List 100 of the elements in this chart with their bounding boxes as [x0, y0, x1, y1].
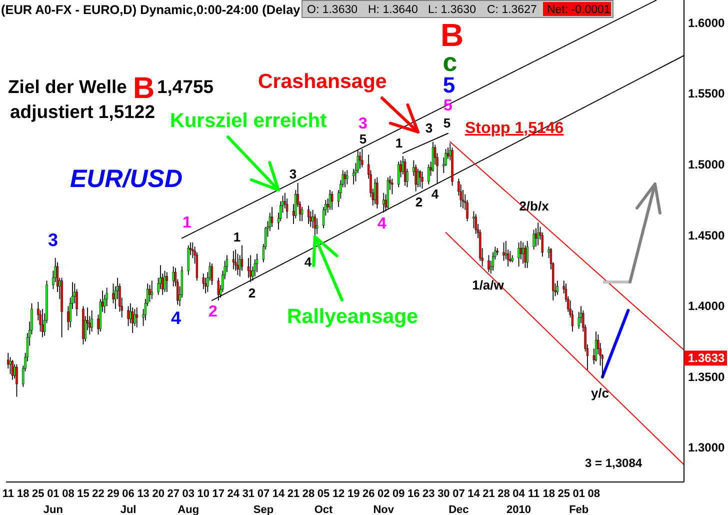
candlestick — [247, 258, 250, 278]
candlestick — [376, 176, 378, 209]
candlestick — [314, 214, 316, 238]
x-tick-label: 14 — [468, 488, 481, 500]
x-tick-label: 13 — [137, 488, 150, 500]
candlestick — [331, 190, 334, 210]
candlestick — [270, 206, 274, 228]
annotation: Crashansage — [258, 70, 387, 93]
x-tick-label: 11 — [2, 488, 14, 500]
candlestick — [419, 170, 422, 188]
candlestick — [526, 240, 528, 268]
x-tick-label: 21 — [287, 488, 300, 500]
annotation: 4 — [170, 308, 182, 328]
candlestick — [344, 171, 346, 188]
annotation: L: 1.3630 — [428, 4, 476, 16]
candlestick — [361, 148, 364, 168]
annotation: 4 — [431, 186, 440, 202]
x-tick-label: 23 — [422, 488, 435, 500]
candlestick — [358, 151, 362, 170]
x-tick-label: 01 Feb — [569, 488, 589, 515]
x-tick-label: 28 — [498, 488, 510, 500]
x-tick-label: 08 — [588, 488, 600, 500]
annotation: 1 — [233, 230, 241, 244]
candlestick — [488, 254, 490, 273]
x-tick-label: 07 Dec — [448, 488, 469, 515]
annotation: 1.3633 — [688, 351, 726, 366]
x-tick-label: 03 Aug — [178, 488, 200, 515]
candlestick — [421, 171, 424, 190]
x-tick-label: 19 — [347, 488, 360, 500]
candlestick — [202, 273, 204, 290]
candlestick — [307, 205, 310, 224]
x-tick-label: 18 — [17, 488, 30, 500]
annotation: 5 — [443, 116, 451, 130]
candlestick — [509, 250, 512, 263]
x-tick-label: 25 — [558, 488, 570, 500]
candlestick — [524, 244, 526, 268]
annotation: 3 — [289, 166, 297, 182]
candlestick — [316, 218, 318, 234]
annotation: Rallyeansage — [287, 305, 418, 328]
annotation: O: 1.3630 — [307, 4, 358, 16]
candlestick — [136, 307, 138, 328]
y-tick-label: 1.3500 — [688, 370, 726, 384]
x-tick-label: 11 — [528, 488, 540, 500]
candlestick — [127, 306, 130, 326]
candlestick — [90, 310, 93, 332]
candlestick — [428, 164, 430, 185]
candlestick — [391, 178, 394, 195]
annotation: 3 — [358, 116, 368, 132]
x-tick-label: 18 — [542, 488, 555, 500]
candlestick — [502, 242, 505, 262]
candlestick — [416, 168, 420, 188]
annotation: 1,4755 — [157, 76, 214, 97]
y-tick-label: 1.5000 — [688, 158, 726, 172]
candlestick — [132, 307, 134, 334]
x-tick-label: 20 — [152, 488, 164, 500]
candlestick — [234, 249, 237, 272]
y-tick-label: 1.3000 — [688, 440, 726, 455]
candlestick — [374, 178, 376, 205]
annotation: H: 1.3640 — [368, 4, 418, 16]
annotation: 2 — [248, 286, 256, 300]
x-tick-label: 15 — [77, 488, 90, 500]
candlestick — [474, 214, 477, 234]
candlestick — [164, 270, 166, 292]
chart-title: (EUR A0-FX - EURO,D) Dynamic,0:00-24:00 (Delay — [1, 3, 300, 17]
x-tick-label: 10 — [197, 488, 210, 500]
x-tick-label: 17 — [212, 488, 225, 500]
annotation: C: 1.3627 — [487, 4, 537, 16]
candlestick — [210, 263, 214, 286]
y-tick-label: 1.6000 — [688, 16, 726, 30]
x-tick-label: 27 — [167, 488, 180, 500]
candlestick — [522, 242, 524, 264]
candlestick — [594, 331, 598, 362]
annotation: 2 — [415, 194, 423, 210]
annotation: EUR/USD — [70, 165, 183, 193]
candlestick — [232, 250, 235, 270]
annotation: Ziel der Welle — [8, 76, 127, 97]
candlestick — [532, 229, 535, 250]
annotation: 2 — [208, 304, 218, 320]
x-tick-label: 25 — [32, 488, 44, 500]
x-tick-label: 28 — [302, 488, 315, 500]
x-tick-label: 21 — [482, 488, 495, 500]
annotation: Net: -0.0001 — [547, 4, 610, 16]
candlestick — [236, 253, 239, 276]
x-tick-label: 14 — [272, 488, 286, 500]
y-tick-label: 1.4000 — [688, 299, 726, 314]
y-tick-label: 1.4500 — [688, 228, 726, 242]
x-tick-label: 01 Jun — [43, 488, 64, 515]
x-tick-label: 24 — [227, 488, 240, 500]
x-tick-label: 16 — [408, 488, 420, 500]
annotation: 3 = 1,3084 — [585, 456, 642, 470]
x-tick-label: 05 Oct — [314, 488, 334, 515]
candlestick — [166, 272, 168, 292]
candlestick — [187, 244, 190, 276]
candlestick — [41, 308, 44, 338]
y-tick-label: 1.5500 — [688, 86, 726, 101]
candlestick — [328, 190, 332, 210]
candlestick — [150, 280, 153, 300]
candlestick — [404, 158, 406, 186]
annotation: 3 — [425, 120, 433, 136]
candlestick — [250, 254, 252, 283]
